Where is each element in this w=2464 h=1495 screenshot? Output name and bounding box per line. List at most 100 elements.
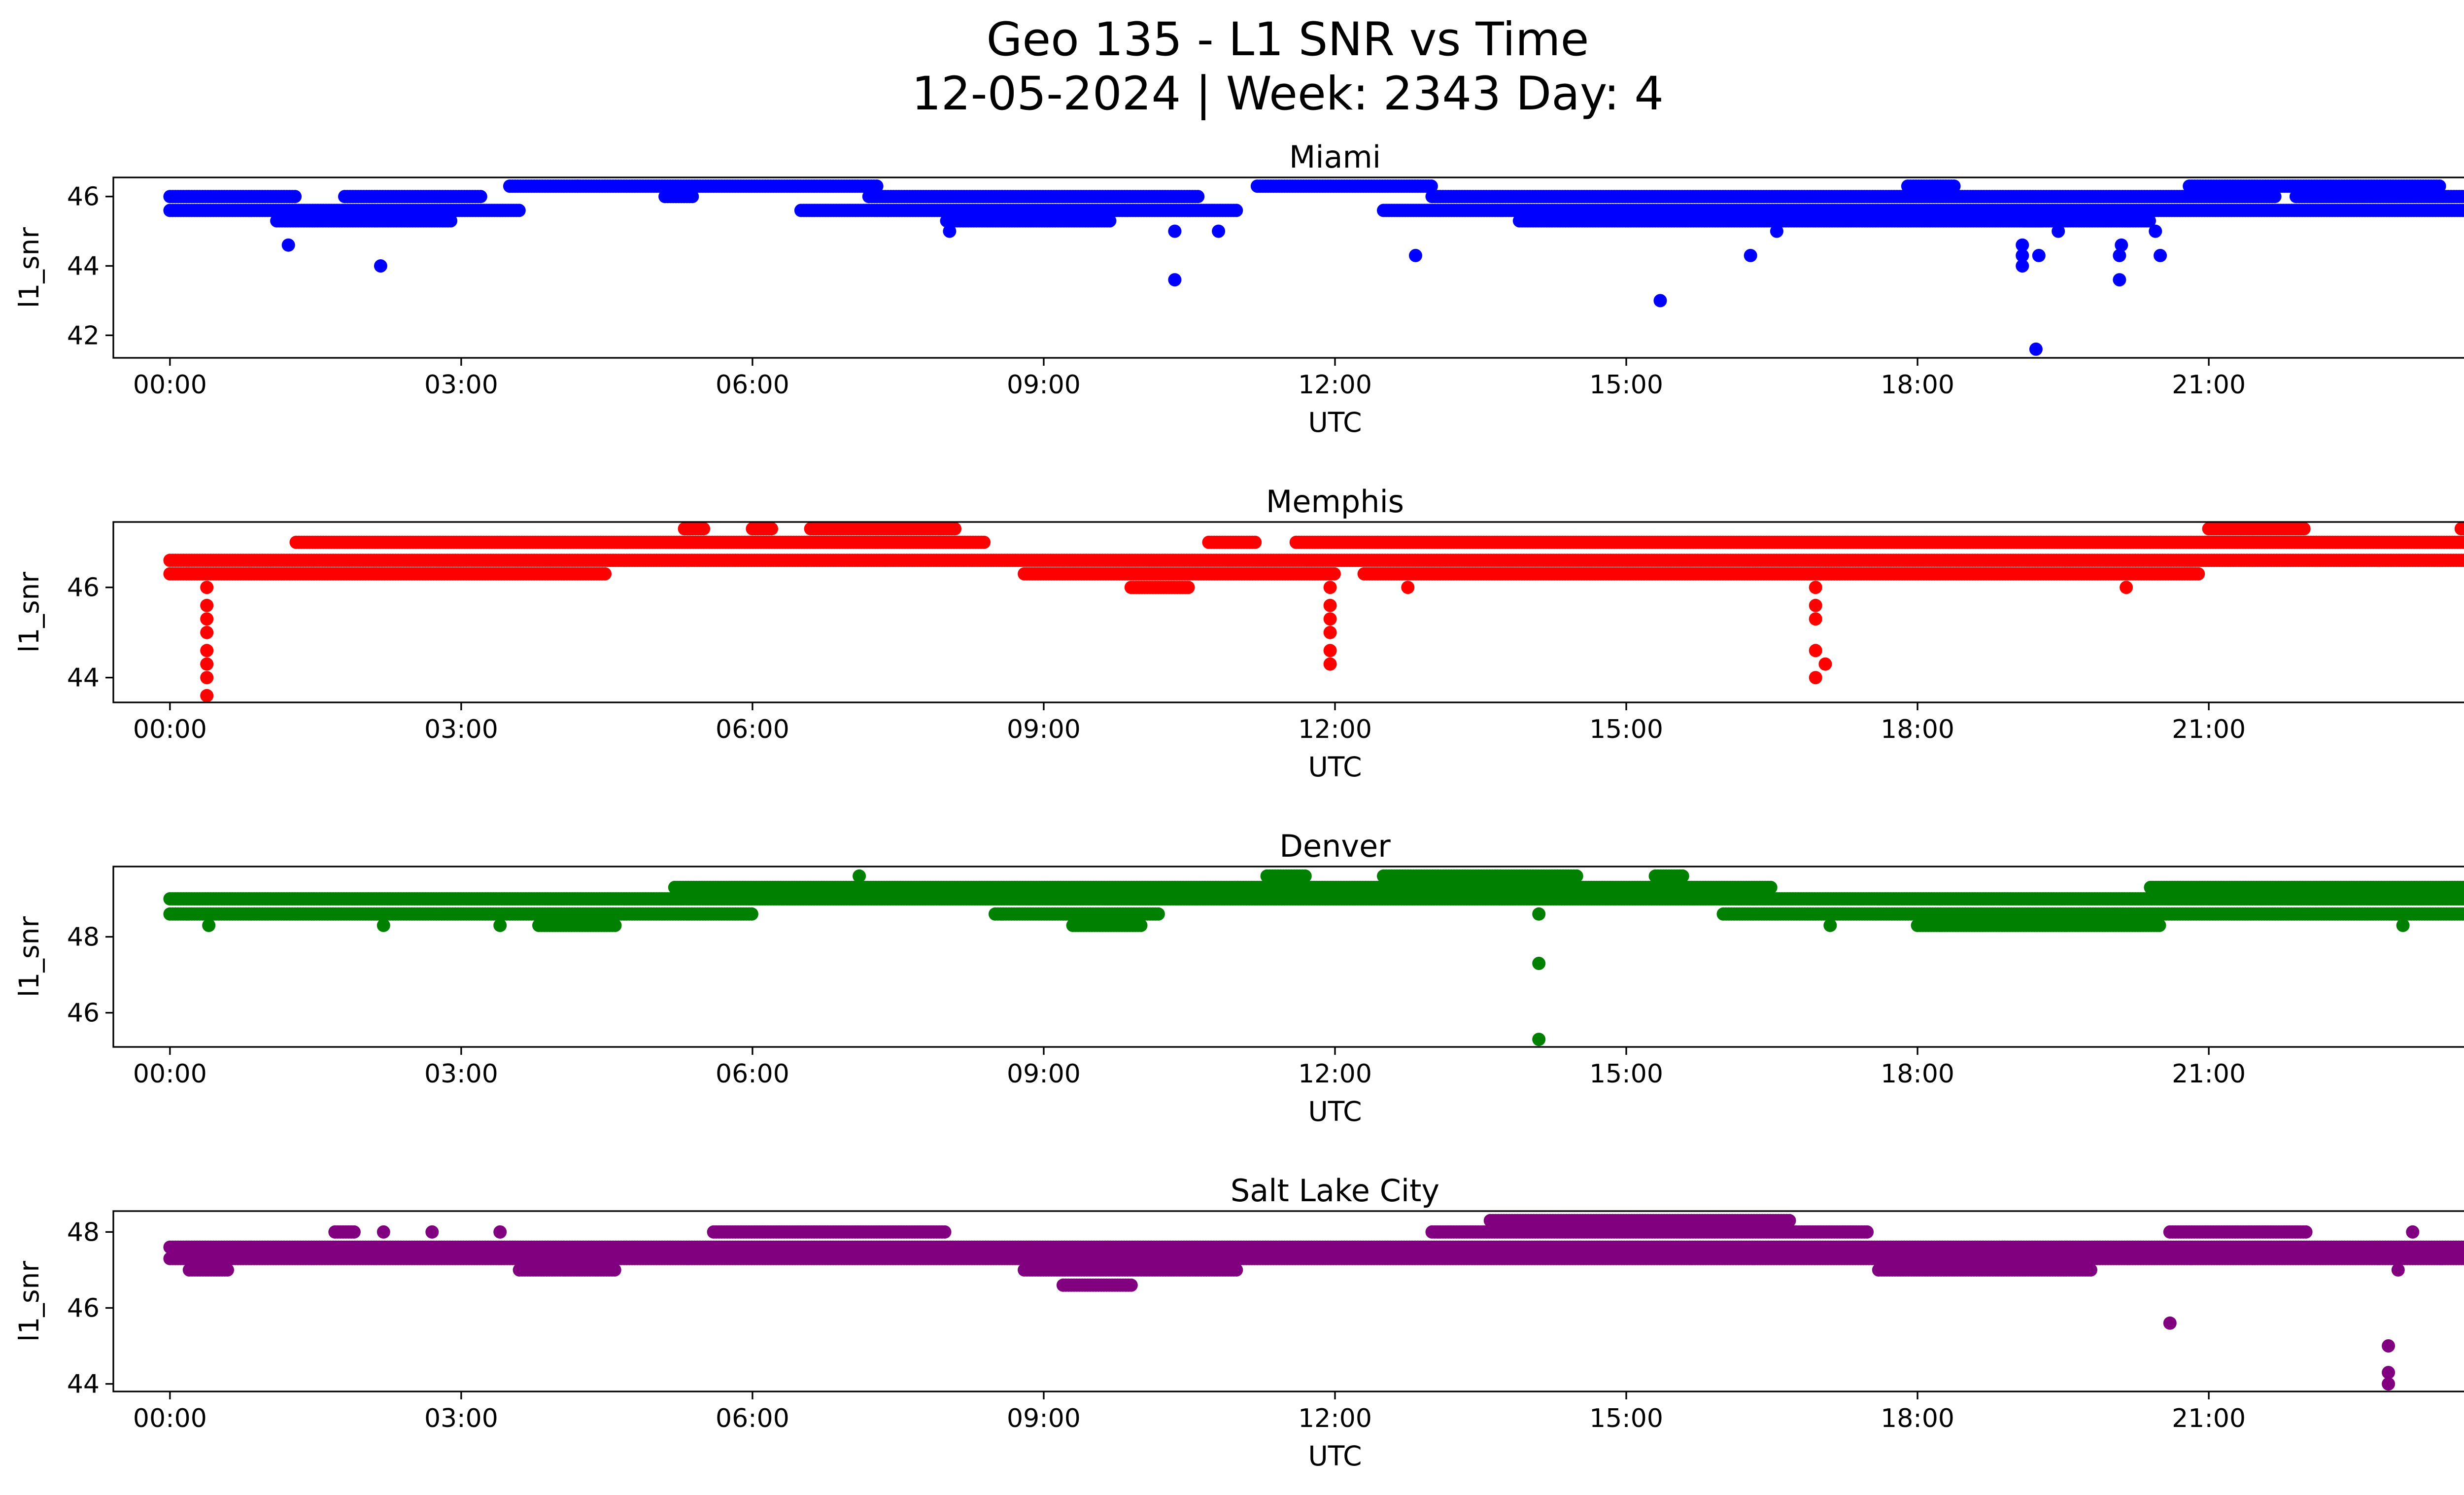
memphis-point	[1181, 581, 1195, 594]
memphis-point	[697, 522, 711, 536]
subplot-miami: Miami 00:00 03:00 06:00 09:00 12:00 15:00 18:00…	[13, 139, 2464, 438]
memphis-outlier-point	[200, 612, 214, 626]
miami-points	[163, 179, 2464, 356]
memphis-point	[2463, 524, 2464, 533]
miami-outlier-point	[2029, 342, 2043, 356]
miami-y-tick-label: 42	[67, 321, 100, 350]
miami-point	[2268, 190, 2282, 204]
miami-x-axis-label: UTC	[1308, 407, 1362, 438]
memphis-x-tick-label: 00:00	[2463, 715, 2464, 744]
miami-x-tick-label: 21:00	[2172, 370, 2246, 400]
denver-title: Denver	[1279, 828, 1391, 864]
memphis-outlier-point	[1809, 644, 1822, 658]
memphis-point	[1327, 567, 1341, 581]
memphis-title: Memphis	[1266, 484, 1404, 520]
miami-outlier-point	[1168, 273, 1182, 287]
figure-title-line1: Geo 135 - L1 SNR vs Time	[987, 13, 1589, 67]
memphis-point	[2460, 522, 2464, 535]
miami-point	[2461, 191, 2464, 203]
memphis-outlier-point	[1323, 626, 1337, 639]
denver-points	[163, 869, 2464, 1046]
memphis-y-tick-label: 44	[67, 663, 100, 693]
miami-point	[870, 179, 884, 193]
memphis-point	[977, 535, 991, 549]
miami-outlier-point	[2016, 259, 2029, 273]
memphis-x-tick-label: 15:00	[1589, 715, 1663, 744]
miami-y-tick-label: 44	[67, 251, 100, 281]
memphis-outlier-point	[1323, 581, 1337, 594]
memphis-outlier-point	[1323, 598, 1337, 612]
miami-outlier-point	[2016, 238, 2029, 252]
memphis-y-tick-label: 46	[67, 573, 100, 603]
memphis-axes-frame	[112, 521, 2464, 703]
miami-point	[444, 214, 458, 228]
miami-point	[2143, 214, 2156, 228]
memphis-point	[2191, 567, 2205, 581]
miami-outlier-point	[1409, 248, 1422, 262]
miami-outlier-point	[281, 238, 295, 252]
miami-x-tick-label: 06:00	[716, 370, 789, 400]
miami-outlier-point	[1653, 294, 1667, 308]
memphis-outlier-point	[1323, 612, 1337, 626]
memphis-x-tick-label: 03:00	[424, 715, 498, 744]
miami-outlier-point	[2113, 273, 2126, 287]
miami-x-tick-label: 03:00	[424, 370, 498, 400]
miami-outlier-point	[2149, 224, 2162, 238]
memphis-outlier-point	[200, 581, 214, 594]
memphis-outlier-point	[200, 657, 214, 671]
memphis-outlier-point	[1323, 644, 1337, 658]
memphis-outlier-point	[1818, 657, 1832, 671]
miami-point	[1191, 190, 1205, 204]
miami-x-tick-label: 15:00	[1589, 370, 1663, 400]
memphis-point	[1248, 535, 1262, 549]
miami-outlier-point	[1168, 224, 1182, 238]
memphis-points	[163, 522, 2464, 702]
miami-point	[474, 190, 487, 204]
denver-point	[745, 907, 758, 921]
miami-outlier-point	[1212, 224, 1226, 238]
miami-x-tick-label: 00:00	[133, 370, 207, 400]
miami-y-axis-label: l1_snr	[13, 227, 45, 308]
memphis-outlier-point	[200, 671, 214, 685]
memphis-point	[948, 522, 961, 536]
subplot-memphis: Memphis 00:00 03:00 06:00 09:00 12:00 15:00 18:…	[13, 484, 2464, 783]
memphis-x-tick-label: 09:00	[1007, 715, 1081, 744]
memphis-point	[598, 567, 612, 581]
memphis-point	[765, 522, 778, 536]
memphis-x-tick-label: 12:00	[1298, 715, 1372, 744]
miami-x-tick-label: 18:00	[1881, 370, 1954, 400]
memphis-outlier-point	[200, 689, 214, 702]
denver-point	[1151, 907, 1165, 921]
miami-point	[1230, 204, 1243, 217]
miami-x-tick-label: 09:00	[1007, 370, 1081, 400]
miami-outlier-point	[1770, 224, 1783, 238]
miami-y-tick-label: 46	[67, 182, 100, 212]
memphis-x-axis-label: UTC	[1308, 751, 1362, 783]
memphis-x-tick-label: 18:00	[1881, 715, 1954, 744]
miami-point	[2462, 205, 2464, 216]
miami-outlier-point	[2154, 248, 2167, 262]
denver-point	[2462, 908, 2464, 919]
memphis-outlier-point	[1323, 657, 1337, 671]
miami-title: Miami	[1289, 139, 1381, 175]
memphis-outlier-point	[2120, 581, 2133, 594]
memphis-outlier-point	[200, 644, 214, 658]
miami-point	[1103, 214, 1117, 228]
memphis-y-axis-label: l1_snr	[13, 572, 45, 653]
miami-x-tick-label: 12:00	[1298, 370, 1372, 400]
memphis-outlier-point	[1809, 581, 1822, 594]
miami-outlier-point	[2052, 224, 2065, 238]
memphis-outlier-point	[1401, 581, 1415, 594]
miami-point	[288, 190, 302, 204]
memphis-x-tick-label: 06:00	[716, 715, 789, 744]
memphis-point	[2460, 554, 2464, 566]
memphis-point	[2462, 537, 2464, 547]
miami-point	[512, 204, 526, 217]
miami-outlier-point	[943, 224, 957, 238]
miami-point	[2432, 179, 2446, 193]
miami-outlier-point	[2032, 248, 2046, 262]
memphis-x-tick-label: 21:00	[2172, 715, 2246, 744]
memphis-outlier-point	[1809, 612, 1822, 626]
miami-point	[1424, 179, 1438, 193]
